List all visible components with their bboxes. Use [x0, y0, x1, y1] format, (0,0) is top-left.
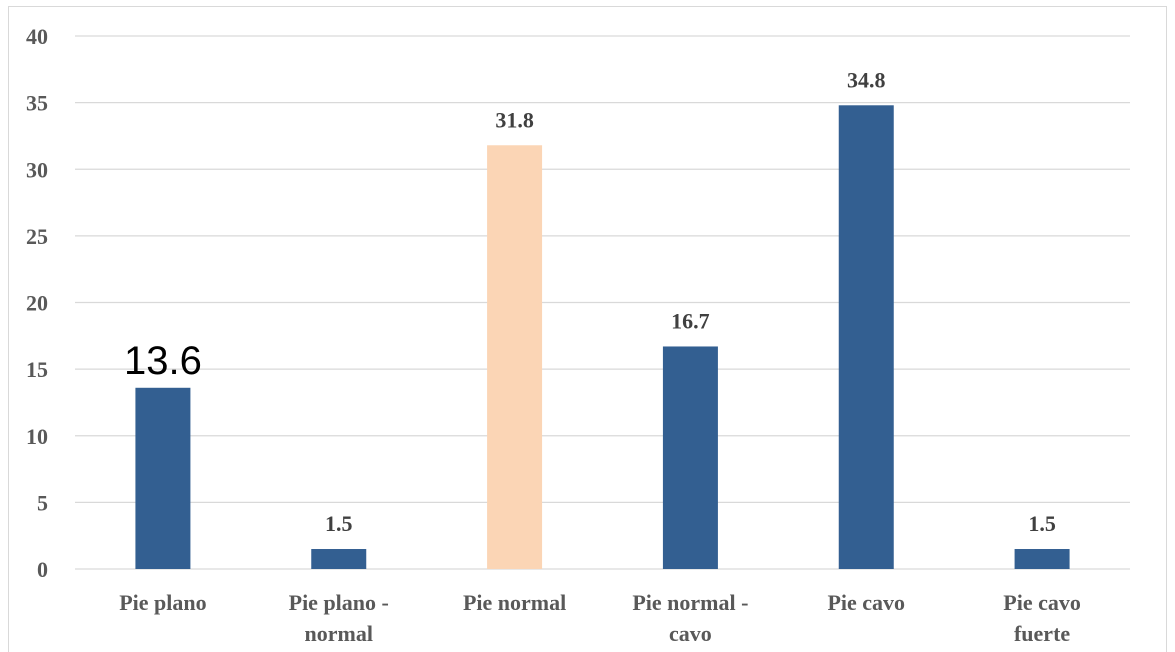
data-label-3: 16.7 — [671, 308, 710, 333]
y-tick-label: 15 — [26, 357, 48, 382]
category-label: Pie cavo — [827, 590, 905, 615]
y-tick-label: 20 — [26, 291, 48, 316]
category-label: Pie plano — [119, 590, 206, 615]
y-tick-label: 25 — [26, 224, 48, 249]
y-tick-label: 40 — [26, 24, 48, 49]
y-tick-label: 35 — [26, 91, 48, 116]
category-label: Pie normal — [463, 590, 566, 615]
bar-4 — [838, 105, 894, 569]
category-label: cavo — [669, 621, 712, 646]
category-label: fuerte — [1014, 621, 1070, 646]
bar-0 — [135, 387, 191, 569]
category-label: Pie cavo — [1003, 590, 1081, 615]
data-label-1: 1.5 — [325, 511, 353, 536]
data-label-0: 13.6 — [124, 339, 202, 383]
y-tick-label: 30 — [26, 157, 48, 182]
bar-3 — [662, 346, 718, 569]
y-tick-label: 5 — [37, 490, 48, 515]
y-tick-label: 10 — [26, 424, 48, 449]
data-label-4: 34.8 — [847, 67, 886, 92]
data-label-2: 31.8 — [495, 107, 534, 132]
bar-2 — [487, 145, 543, 569]
category-label: Pie normal - — [632, 590, 748, 615]
category-label: Pie plano - — [289, 590, 389, 615]
y-tick-label: 0 — [37, 557, 48, 582]
category-label: normal — [305, 621, 373, 646]
chart-frame — [8, 6, 1167, 652]
data-label-5: 1.5 — [1028, 511, 1056, 536]
bar-1 — [311, 549, 367, 569]
bar-5 — [1014, 549, 1070, 569]
